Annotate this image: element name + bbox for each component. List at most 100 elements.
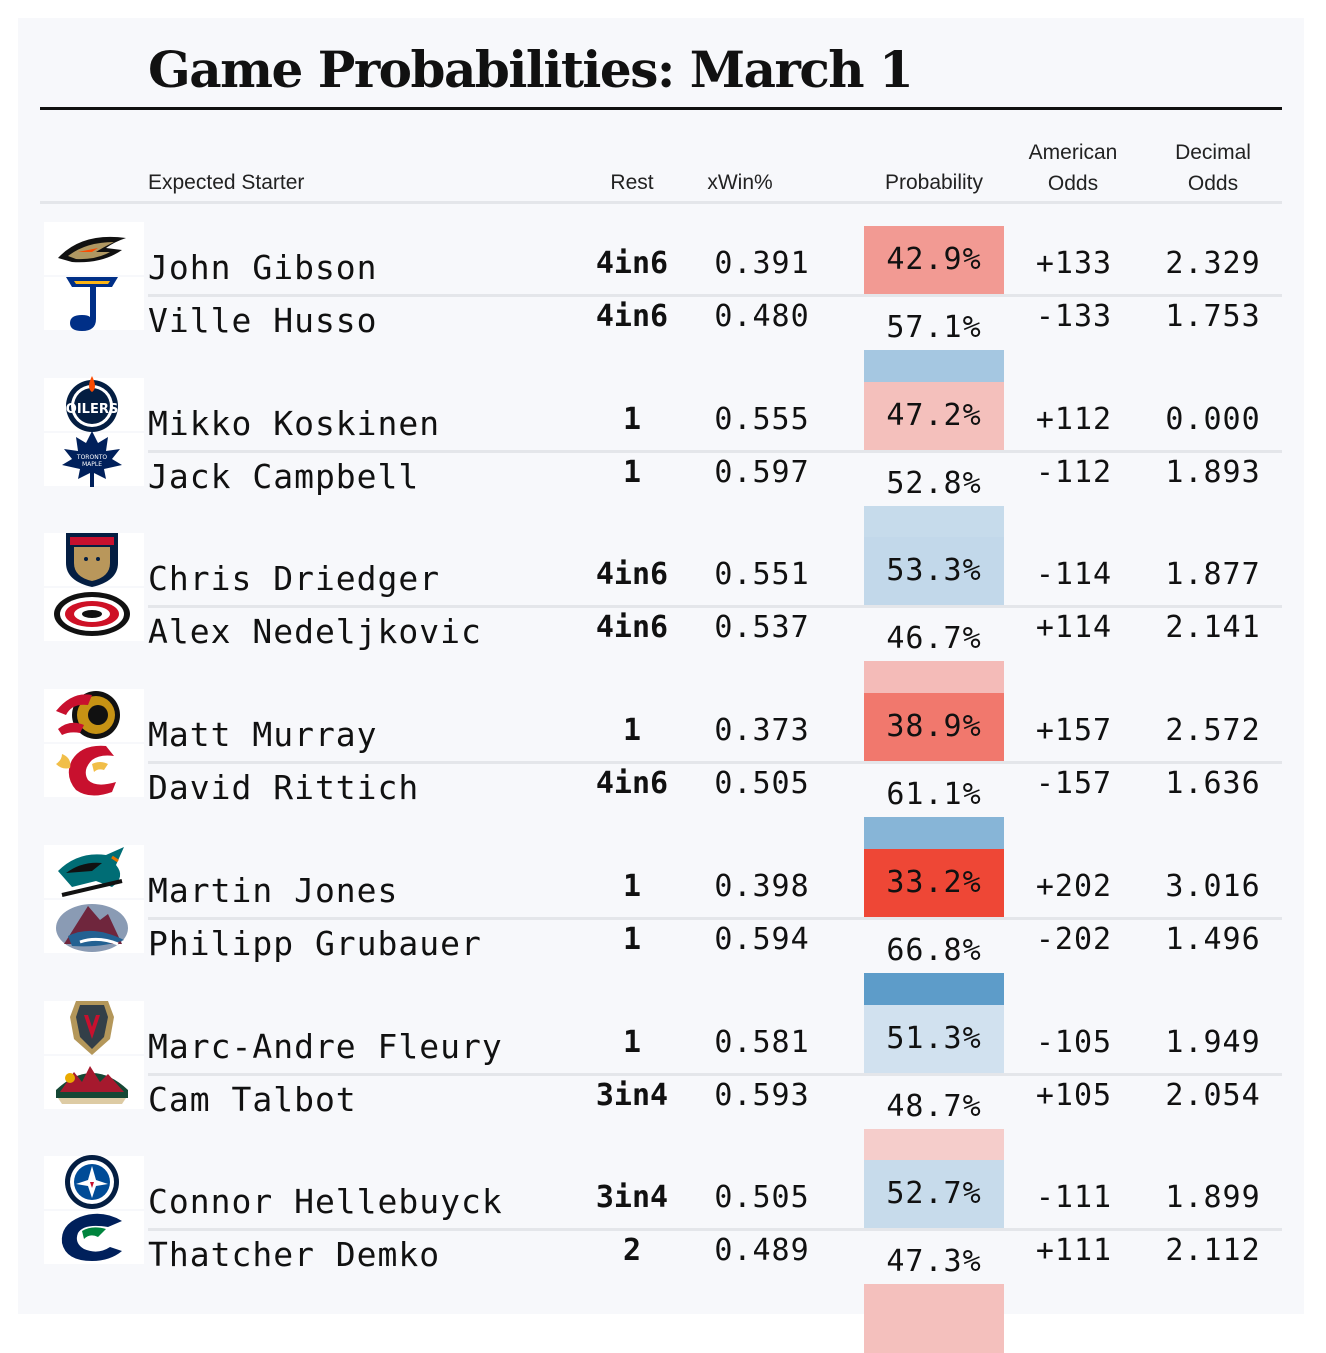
american-odds-value: +157 (1035, 713, 1113, 749)
header-american-odds: American Odds (1008, 137, 1138, 199)
american-odds-value: +105 (1035, 1077, 1113, 1113)
edmonton-oilers-logo: OILERS (52, 374, 132, 434)
header-american-line1: American (1028, 141, 1118, 164)
american-odds-value: +133 (1035, 246, 1113, 281)
probability-cell (864, 1160, 1004, 1230)
american-odds-value: -114 (1035, 557, 1113, 593)
header-rest: Rest (610, 171, 654, 194)
game-row-divider (148, 294, 1282, 297)
goalie-name: Philipp Grubauer (148, 923, 482, 963)
vancouver-canucks-logo (52, 1207, 132, 1267)
rest-value: 1 (622, 713, 642, 749)
xwin-value: 0.373 (714, 713, 810, 749)
goalie-name: Jack Campbell (148, 456, 420, 496)
header-xwin: xWin% (707, 171, 773, 194)
calgary-flames-logo (52, 740, 132, 800)
game-row-divider (148, 916, 1282, 920)
rest-value: 1 (622, 1024, 642, 1060)
xwin-value: 0.505 (714, 766, 810, 802)
xwin-value: 0.593 (714, 1077, 810, 1113)
minnesota-wild-logo (52, 1052, 132, 1112)
probability-value: 42.9% (886, 242, 982, 277)
game-row-divider (148, 1228, 1282, 1232)
american-odds-value: -202 (1035, 921, 1113, 957)
probability-value: 38.9% (886, 709, 982, 745)
svg-text:MAPLE: MAPLE (82, 461, 102, 468)
san-jose-sharks-logo (52, 841, 132, 901)
header-divider (40, 201, 1282, 204)
decimal-odds-value: 1.877 (1165, 557, 1261, 593)
american-odds-value: -112 (1035, 454, 1113, 490)
header-decimal-line2: Odds (1187, 172, 1239, 195)
probability-cell (864, 537, 1004, 607)
xwin-value: 0.398 (714, 868, 810, 904)
goalie-name: Thatcher Demko (148, 1235, 441, 1275)
american-odds-value: +202 (1035, 868, 1113, 904)
svg-text:OILERS: OILERS (66, 402, 118, 417)
rest-value: 1 (622, 454, 642, 490)
toronto-maple-leafs-logo: TORONTO MAPLE (52, 429, 132, 489)
probability-cell (864, 693, 1004, 763)
american-odds-value: +112 (1035, 401, 1113, 437)
rest-value: 4in6 (595, 610, 669, 646)
american-odds-value: -157 (1035, 766, 1113, 802)
rest-value: 3in4 (595, 1077, 669, 1113)
goalie-name: David Rittich (148, 768, 420, 808)
vegas-golden-knights-logo (52, 997, 132, 1057)
xwin-value: 0.551 (714, 557, 810, 593)
rest-value: 2 (622, 1233, 642, 1269)
goalie-name: Connor Hellebuyck (148, 1182, 503, 1222)
probability-value: 66.8% (886, 932, 982, 968)
decimal-odds-value: 1.496 (1165, 921, 1261, 957)
probability-value: 33.2% (886, 864, 982, 900)
rest-value: 1 (622, 868, 642, 904)
decimal-odds-value: 1.893 (1165, 454, 1261, 490)
decimal-odds-value: 0.000 (1165, 401, 1261, 437)
xwin-value: 0.581 (714, 1024, 810, 1060)
xwin-value: 0.505 (714, 1180, 810, 1216)
probability-cell (864, 226, 1004, 295)
xwin-value: 0.489 (714, 1233, 810, 1269)
florida-panthers-logo (52, 529, 132, 589)
decimal-odds-value: 1.949 (1165, 1024, 1261, 1060)
header-american-line2: Odds (1047, 172, 1099, 195)
decimal-odds-value: 1.636 (1165, 766, 1261, 802)
probability-value: 57.1% (886, 310, 982, 345)
probability-cell (864, 381, 1004, 451)
xwin-value: 0.391 (714, 246, 810, 281)
probability-cell (864, 1004, 1004, 1074)
decimal-odds-value: 2.141 (1165, 610, 1261, 646)
rest-value: 1 (622, 921, 642, 957)
american-odds-value: -105 (1035, 1024, 1113, 1060)
probability-value: 47.3% (886, 1244, 982, 1280)
header-expected-starter: Expected Starter (148, 171, 305, 194)
probability-value: 53.3% (886, 553, 982, 589)
game-row-divider (148, 761, 1282, 765)
game-row-divider (148, 1072, 1282, 1076)
american-odds-value: +114 (1035, 610, 1113, 646)
decimal-odds-value: 2.572 (1165, 713, 1261, 749)
rest-value: 4in6 (595, 557, 669, 593)
goalie-name: Alex Nedeljkovic (148, 612, 482, 652)
chart-panel (18, 18, 1304, 1314)
winnipeg-jets-logo (52, 1152, 132, 1212)
probability-value: 48.7% (886, 1088, 982, 1124)
rest-value: 4in6 (595, 246, 669, 281)
decimal-odds-value: 1.899 (1165, 1180, 1261, 1216)
anaheim-ducks-logo (52, 218, 132, 278)
goalie-name: Ville Husso (148, 301, 378, 340)
goalie-name: Marc-Andre Fleury (148, 1026, 503, 1066)
ottawa-senators-logo (52, 685, 132, 745)
xwin-value: 0.594 (714, 921, 810, 957)
game-row-divider (148, 605, 1282, 609)
goalie-name: Chris Driedger (148, 559, 441, 599)
goalie-name: Cam Talbot (148, 1079, 357, 1119)
st-louis-blues-logo (52, 273, 132, 333)
header-decimal-line1: Decimal (1175, 141, 1251, 164)
rest-value: 4in6 (595, 766, 669, 802)
decimal-odds-value: 2.054 (1165, 1077, 1261, 1113)
xwin-value: 0.480 (714, 299, 810, 334)
carolina-hurricanes-logo (52, 584, 132, 644)
probability-value: 47.2% (886, 397, 982, 433)
american-odds-value: -133 (1035, 299, 1113, 334)
